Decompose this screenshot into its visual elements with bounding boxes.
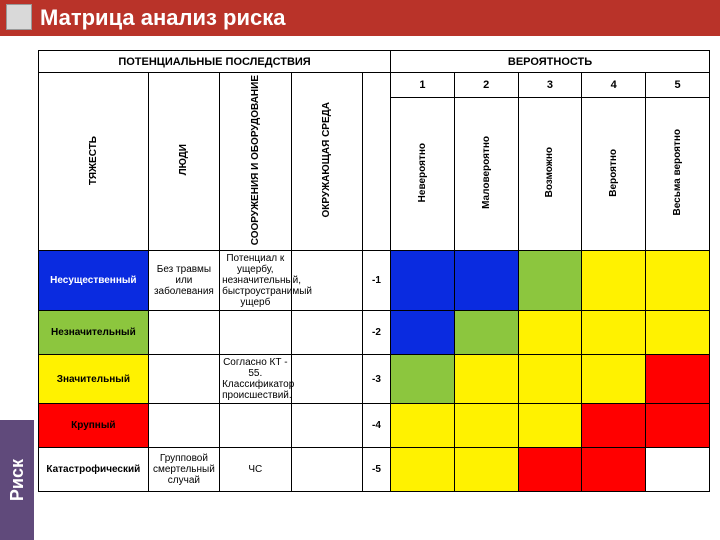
severity-cell: Несущественный [39,251,149,311]
category-cell: Согласно КТ - 55. Классификатор происшес… [220,355,291,404]
prob-num-3: 3 [518,73,582,98]
severity-num: -5 [362,448,390,492]
header-row-groups: ПОТЕНЦИАЛЬНЫЕ ПОСЛЕДСТВИЯ ВЕРОЯТНОСТЬ [39,51,710,73]
severity-num: -2 [362,311,390,355]
hdr-cat-2: ОКРУЖАЮЩАЯ СРЕДА [291,73,362,251]
prob-num-2: 2 [454,73,518,98]
risk-cell [391,355,455,404]
risk-cell [391,404,455,448]
prob-label-1: Невероятно [391,98,455,251]
risk-matrix-table: ПОТЕНЦИАЛЬНЫЕ ПОСЛЕДСТВИЯ ВЕРОЯТНОСТЬ ТЯ… [38,50,710,492]
risk-cell [646,448,710,492]
risk-cell [391,251,455,311]
risk-cell [582,404,646,448]
severity-num: -4 [362,404,390,448]
matrix-body: НесущественныйБез травмы или заболевания… [39,251,710,492]
risk-cell [391,311,455,355]
prob-label-5: Весьма вероятно [646,98,710,251]
table-row: НесущественныйБез травмы или заболевания… [39,251,710,311]
category-cell [291,404,362,448]
risk-cell [582,448,646,492]
prob-num-1: 1 [391,73,455,98]
risk-matrix-container: ПОТЕНЦИАЛЬНЫЕ ПОСЛЕДСТВИЯ ВЕРОЯТНОСТЬ ТЯ… [0,36,720,502]
risk-cell [454,311,518,355]
slide-title-bar: Матрица анализ риска [0,0,720,36]
severity-num: -3 [362,355,390,404]
category-cell: Групповой смертельный случай [148,448,219,492]
category-cell [148,311,219,355]
risk-cell [454,355,518,404]
risk-cell [454,404,518,448]
severity-cell: Незначительный [39,311,149,355]
hdr-num-col [362,73,390,251]
severity-cell: Катастрофический [39,448,149,492]
table-row: Значительный Согласно КТ - 55. Классифика… [39,355,710,404]
risk-cell [646,311,710,355]
category-cell: Потенциал к ущербу, незначительный, быст… [220,251,291,311]
risk-cell [454,448,518,492]
prob-label-4: Вероятно [582,98,646,251]
risk-cell [518,251,582,311]
category-cell [220,404,291,448]
table-row: Крупный -4 [39,404,710,448]
side-section-text: Риск [7,459,28,501]
risk-cell [582,355,646,404]
risk-cell [518,355,582,404]
category-cell [291,251,362,311]
hdr-probability: ВЕРОЯТНОСТЬ [391,51,710,73]
prob-label-2: Маловероятно [454,98,518,251]
category-cell [291,448,362,492]
prob-num-5: 5 [646,73,710,98]
page-title: Матрица анализ риска [40,5,285,31]
severity-num: -1 [362,251,390,311]
category-cell [291,311,362,355]
side-section-label: Риск [0,420,34,540]
category-cell [148,355,219,404]
severity-cell: Значительный [39,355,149,404]
category-cell [220,311,291,355]
hdr-severity: ТЯЖЕСТЬ [39,73,149,251]
risk-cell [518,404,582,448]
category-cell: ЧС [220,448,291,492]
hdr-cat-1: СООРУЖЕНИЯ И ОБОРУДОВАНИЕ [220,73,291,251]
prob-label-3: Возможно [518,98,582,251]
prob-num-4: 4 [582,73,646,98]
risk-cell [454,251,518,311]
table-row: КатастрофическийГрупповой смертельный сл… [39,448,710,492]
category-cell [291,355,362,404]
risk-cell [518,311,582,355]
header-row-prob-nums: ТЯЖЕСТЬ ЛЮДИ СООРУЖЕНИЯ И ОБОРУДОВАНИЕ О… [39,73,710,98]
severity-cell: Крупный [39,404,149,448]
table-row: Незначительный -2 [39,311,710,355]
category-cell [148,404,219,448]
hdr-cat-0: ЛЮДИ [148,73,219,251]
risk-cell [646,251,710,311]
risk-cell [518,448,582,492]
hdr-consequences: ПОТЕНЦИАЛЬНЫЕ ПОСЛЕДСТВИЯ [39,51,391,73]
risk-cell [582,311,646,355]
risk-cell [582,251,646,311]
risk-cell [391,448,455,492]
risk-cell [646,404,710,448]
slide-icon [6,4,32,30]
category-cell: Без травмы или заболевания [148,251,219,311]
risk-cell [646,355,710,404]
